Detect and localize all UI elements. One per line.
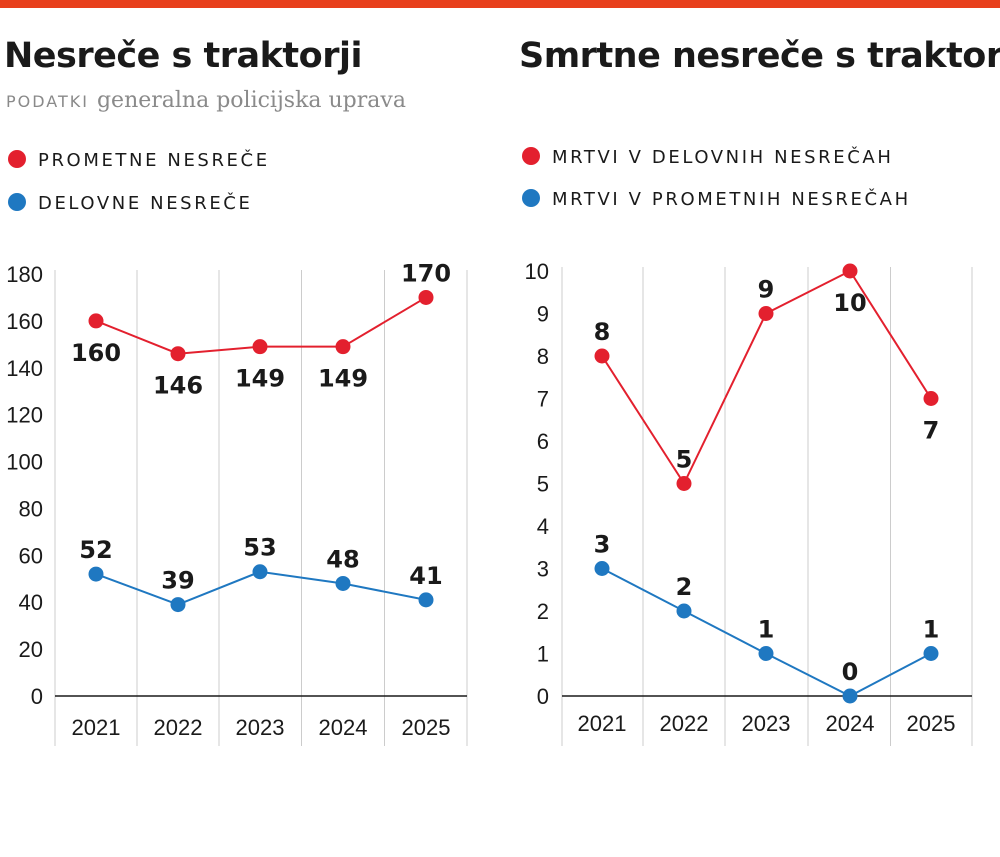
data-point (335, 575, 351, 591)
x-tick-label: 2021 (578, 711, 627, 736)
y-tick-label: 2 (537, 599, 549, 624)
data-point (88, 313, 104, 329)
legend-dot-red (8, 150, 26, 168)
legend-dot-blue (8, 193, 26, 211)
y-tick-label: 8 (537, 344, 549, 369)
data-label: 3 (594, 531, 611, 559)
data-label: 48 (326, 545, 359, 573)
data-label: 149 (318, 365, 368, 393)
legend-label: MRTVI V DELOVNIH NESREČAH (552, 147, 894, 168)
y-tick-label: 160 (6, 309, 43, 334)
data-label: 52 (79, 536, 112, 564)
y-tick-label: 7 (537, 387, 549, 412)
data-point (594, 348, 610, 364)
y-tick-label: 1 (537, 642, 549, 667)
data-point (594, 561, 610, 576)
y-tick-label: 10 (525, 259, 549, 284)
legend-label: DELOVNE NESREČE (38, 193, 253, 214)
left-line-chart: 0 20 40 60 80 100 120 140 160 180 2021 2022 2023 2024… (6, 259, 468, 746)
x-tick-label: 2025 (907, 711, 956, 736)
data-label: 10 (833, 289, 866, 317)
x-tick-label: 2025 (402, 715, 451, 740)
source-text: generalna policijska uprava (96, 88, 406, 113)
y-tick-label: 180 (6, 262, 43, 287)
x-tick-label: 2024 (826, 711, 875, 736)
data-label: 41 (409, 562, 442, 590)
y-tick-label: 5 (537, 472, 549, 497)
y-tick-label: 100 (6, 450, 43, 475)
x-tick-label: 2023 (742, 711, 791, 736)
data-point (252, 339, 268, 355)
y-tick-label: 120 (6, 403, 43, 428)
y-tick-label: 20 (19, 637, 43, 662)
data-point (418, 289, 434, 305)
data-label: 0 (842, 658, 859, 686)
top-accent-bar (0, 0, 1000, 8)
data-label: 2 (676, 573, 693, 601)
data-point (335, 339, 351, 355)
data-point (170, 346, 186, 362)
data-label: 1 (758, 616, 775, 644)
data-label: 7 (923, 417, 940, 445)
data-point (842, 263, 858, 279)
x-tick-label: 2023 (236, 715, 285, 740)
data-label: 1 (923, 616, 940, 644)
legend-left-delovne: DELOVNE NESREČE (8, 193, 252, 214)
data-point (252, 564, 268, 580)
x-tick-label: 2022 (154, 715, 203, 740)
data-point (758, 646, 774, 661)
x-tick-label: 2021 (72, 715, 121, 740)
source-label: PODATKI (6, 92, 89, 111)
data-label: 8 (594, 318, 611, 346)
legend-dot-red (522, 147, 540, 165)
source-line: PODATKI generalna policijska uprava (6, 88, 406, 113)
data-point (923, 646, 939, 661)
y-tick-label: 40 (19, 590, 43, 615)
data-label: 9 (758, 276, 775, 304)
legend-right-prometnih: MRTVI V PROMETNIH NESREČAH (522, 189, 911, 210)
legend-dot-blue (522, 189, 540, 207)
y-tick-label: 9 (537, 302, 549, 327)
right-chart-title: Smrtne nesreče s traktorji (519, 36, 1000, 76)
data-point (758, 306, 774, 321)
left-chart-title: Nesreče s traktorji (4, 36, 362, 76)
data-label: 149 (235, 365, 285, 393)
data-point (170, 597, 186, 613)
legend-label: PROMETNE NESREČE (38, 150, 270, 171)
legend-right-delovnih: MRTVI V DELOVNIH NESREČAH (522, 147, 893, 168)
legend-label: MRTVI V PROMETNIH NESREČAH (552, 189, 911, 210)
data-point (88, 566, 104, 582)
data-point (842, 688, 858, 704)
data-point (418, 592, 434, 608)
data-label: 5 (676, 446, 693, 474)
y-tick-label: 6 (537, 429, 549, 454)
x-tick-label: 2024 (319, 715, 368, 740)
data-point (676, 476, 692, 491)
y-tick-label: 0 (537, 684, 549, 709)
data-point (923, 391, 939, 406)
y-tick-label: 0 (31, 684, 43, 709)
y-tick-label: 60 (19, 543, 43, 568)
legend-left-prometne: PROMETNE NESREČE (8, 150, 270, 171)
data-point (676, 603, 692, 619)
y-tick-label: 80 (19, 496, 43, 521)
data-label: 39 (161, 567, 194, 595)
data-label: 53 (243, 534, 276, 562)
y-tick-label: 140 (6, 356, 43, 381)
y-tick-label: 4 (537, 514, 549, 539)
data-label: 160 (71, 339, 121, 367)
x-tick-label: 2022 (660, 711, 709, 736)
data-label: 146 (153, 372, 203, 400)
data-label: 170 (401, 259, 451, 287)
y-tick-label: 3 (537, 557, 549, 582)
